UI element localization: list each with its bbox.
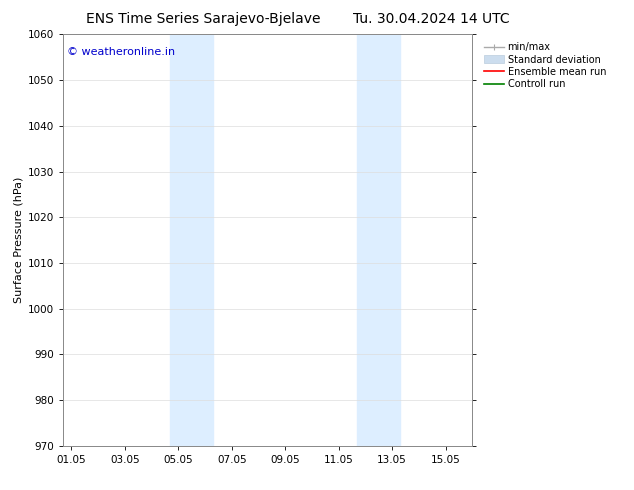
Bar xyxy=(358,34,400,446)
Y-axis label: Surface Pressure (hPa): Surface Pressure (hPa) xyxy=(14,177,24,303)
Text: Tu. 30.04.2024 14 UTC: Tu. 30.04.2024 14 UTC xyxy=(353,12,510,26)
Legend: min/max, Standard deviation, Ensemble mean run, Controll run: min/max, Standard deviation, Ensemble me… xyxy=(481,39,609,92)
Text: ENS Time Series Sarajevo-Bjelave: ENS Time Series Sarajevo-Bjelave xyxy=(86,12,320,26)
Text: © weatheronline.in: © weatheronline.in xyxy=(67,47,176,57)
Bar xyxy=(171,34,213,446)
